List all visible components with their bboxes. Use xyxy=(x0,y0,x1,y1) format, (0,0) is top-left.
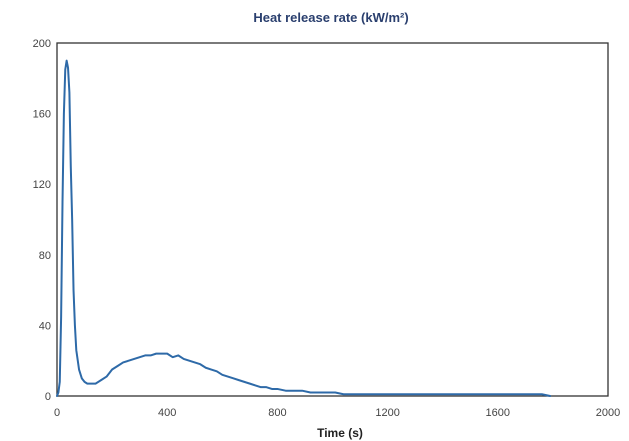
y-tick-label: 200 xyxy=(33,38,51,50)
y-tick-label: 160 xyxy=(33,109,51,121)
y-tick-label: 120 xyxy=(33,179,51,191)
x-tick-label: 800 xyxy=(268,407,286,419)
x-tick-label: 2000 xyxy=(596,407,620,419)
x-axis-label: Time (s) xyxy=(317,426,363,440)
x-tick-label: 1200 xyxy=(375,407,399,419)
y-axis-ticks: 0 40 80 120 160 200 xyxy=(33,38,51,403)
x-tick-label: 0 xyxy=(54,407,60,419)
series-line-0 xyxy=(56,59,552,397)
y-tick-label: 0 xyxy=(45,391,51,403)
x-tick-label: 400 xyxy=(158,407,176,419)
chart-title: Heat release rate (kW/m²) xyxy=(253,10,408,25)
y-tick-label: 40 xyxy=(39,320,51,332)
y-tick-label: 80 xyxy=(39,250,51,262)
plot-frame xyxy=(56,42,609,397)
x-tick-label: 1600 xyxy=(486,407,510,419)
series-group xyxy=(56,59,552,397)
x-axis-ticks: 0 400 800 1200 1600 2000 xyxy=(54,407,620,419)
